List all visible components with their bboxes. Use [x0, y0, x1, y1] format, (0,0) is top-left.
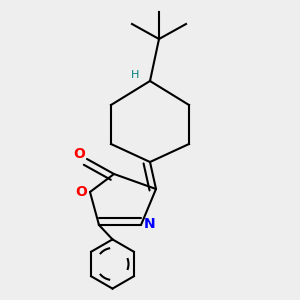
Text: N: N: [144, 217, 155, 230]
Text: O: O: [76, 185, 88, 199]
Text: H: H: [131, 70, 139, 80]
Text: O: O: [74, 148, 86, 161]
